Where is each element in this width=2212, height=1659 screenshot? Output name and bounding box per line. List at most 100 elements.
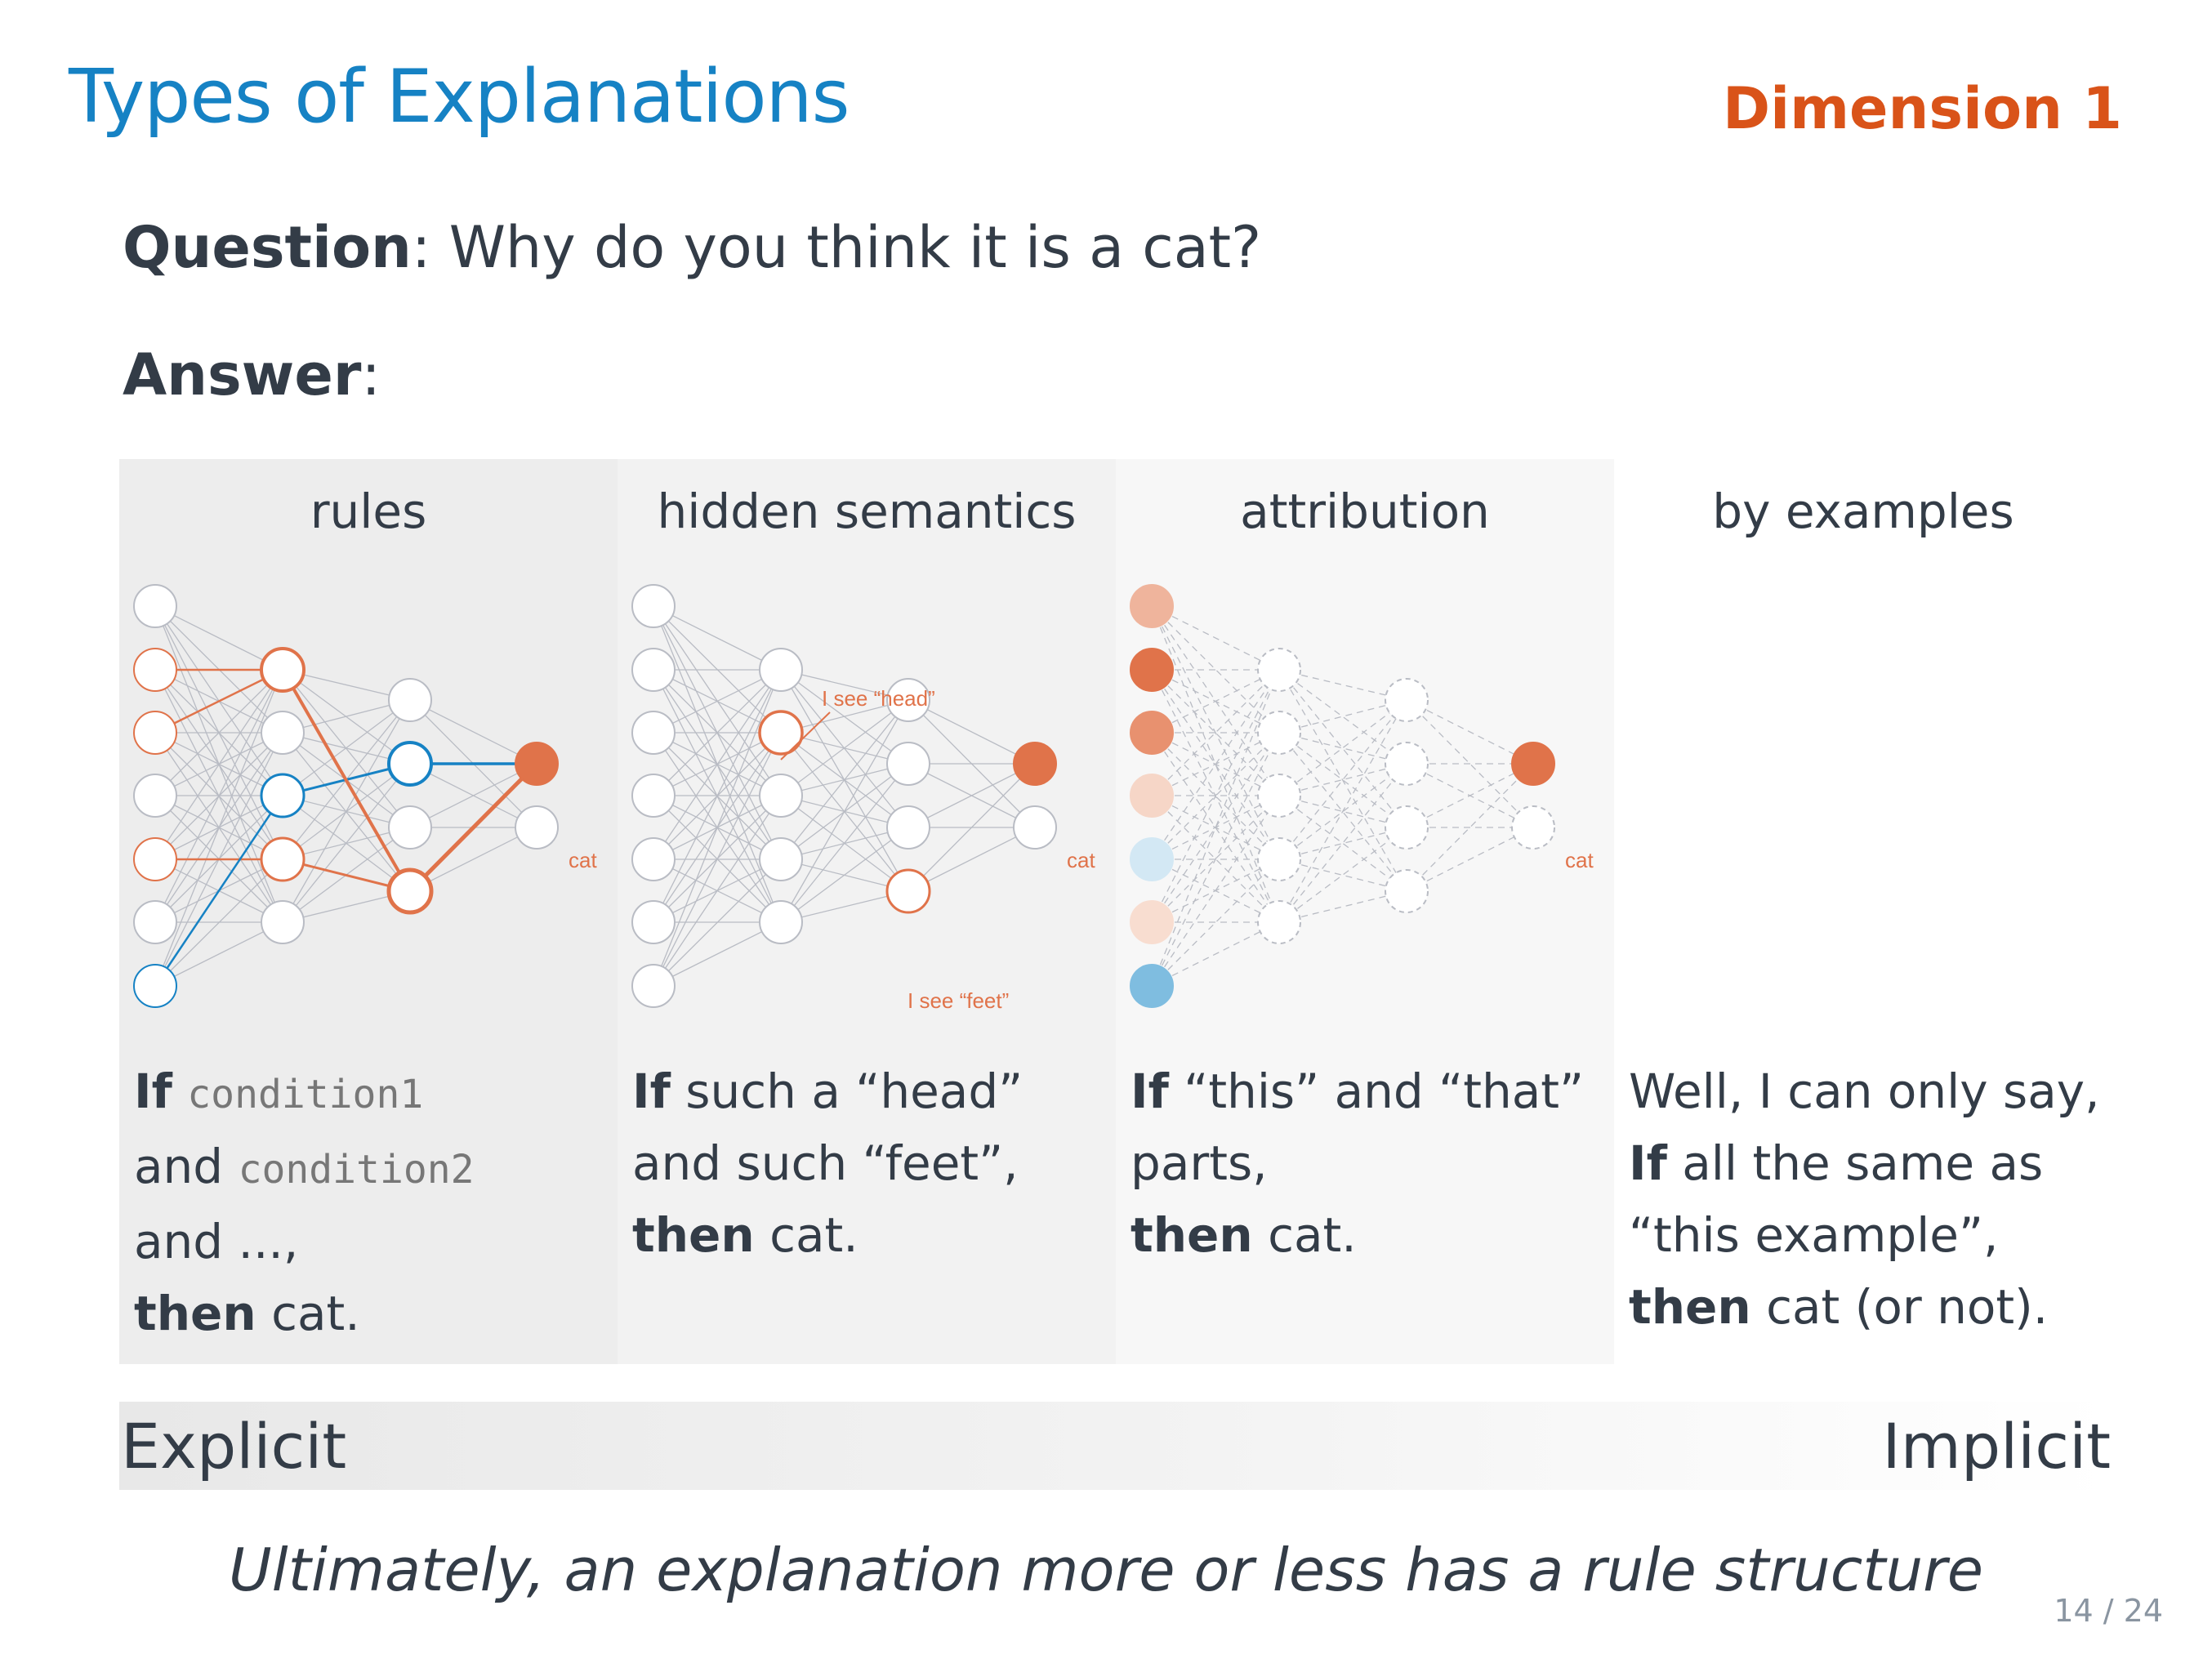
output-label: cat bbox=[569, 848, 597, 872]
network-edge bbox=[1278, 890, 1407, 923]
panel-heading: hidden semantics bbox=[657, 484, 1077, 539]
network-edge bbox=[1151, 669, 1280, 860]
network-edge bbox=[1278, 827, 1407, 923]
text-tail: cat (or not). bbox=[1766, 1279, 2049, 1335]
answer-line: Answer: bbox=[123, 341, 381, 408]
dimension-label: Dimension 1 bbox=[1722, 75, 2122, 142]
network-edge bbox=[1151, 858, 1280, 987]
network-edge bbox=[1151, 669, 1280, 734]
network-edge bbox=[653, 669, 782, 860]
network-node bbox=[133, 648, 177, 692]
panel-by-examples-text: Well, I can only say, If all the same as… bbox=[1629, 1055, 2111, 1343]
highlighted-edge bbox=[154, 795, 284, 987]
network-node bbox=[758, 710, 804, 756]
network-edge bbox=[1151, 921, 1280, 987]
network-edge bbox=[154, 858, 283, 987]
network-edge bbox=[1151, 732, 1280, 923]
network-node bbox=[133, 900, 177, 944]
network-node bbox=[1257, 711, 1301, 755]
text-tail: cat. bbox=[769, 1207, 858, 1263]
network-node bbox=[1130, 584, 1174, 628]
network-edge bbox=[653, 732, 782, 987]
network-edge bbox=[1151, 795, 1280, 923]
hidden-semantics-network-diagram: I see “head” I see “feet” cat bbox=[631, 584, 1095, 1013]
panel-heading: by examples bbox=[1712, 484, 2014, 539]
network-edge bbox=[1151, 795, 1280, 860]
network-edge bbox=[154, 921, 283, 987]
question-line: Question: Why do you think it is a cat? bbox=[123, 214, 1261, 281]
network-node bbox=[631, 900, 676, 944]
network-edge bbox=[653, 669, 782, 796]
text-line: parts, bbox=[1131, 1135, 1268, 1191]
network-node bbox=[886, 805, 930, 850]
text-line: “this example”, bbox=[1629, 1207, 1999, 1263]
then-keyword: then bbox=[134, 1286, 256, 1341]
network-edge bbox=[1151, 795, 1280, 987]
network-node bbox=[1130, 711, 1174, 755]
if-keyword: If bbox=[1629, 1135, 1667, 1191]
network-node bbox=[1257, 900, 1301, 944]
network-node bbox=[631, 837, 676, 881]
panel-by-examples: by examples Well, I can only say, If all… bbox=[1614, 459, 2112, 1364]
network-node bbox=[631, 964, 676, 1008]
network-node bbox=[515, 742, 559, 786]
panel-heading: rules bbox=[310, 484, 427, 539]
network-edge bbox=[1278, 732, 1407, 828]
network-node bbox=[759, 837, 803, 881]
network-edge bbox=[282, 763, 411, 923]
attribution-network-diagram: cat bbox=[1130, 584, 1594, 1008]
slide-title: Types of Explanations bbox=[69, 54, 850, 140]
network-edge bbox=[780, 699, 909, 923]
network-edge bbox=[1278, 732, 1407, 765]
network-node bbox=[759, 900, 803, 944]
text-tail: cat. bbox=[271, 1286, 360, 1341]
network-edge bbox=[1278, 763, 1407, 860]
network-edge bbox=[780, 827, 909, 923]
network-edge bbox=[154, 669, 283, 796]
network-edge bbox=[653, 669, 782, 734]
network-node bbox=[1013, 742, 1057, 786]
output-label: cat bbox=[1565, 848, 1594, 872]
network-edge bbox=[1151, 732, 1280, 987]
if-keyword: If bbox=[134, 1064, 172, 1119]
network-edge bbox=[908, 699, 1036, 765]
text-line: all the same as bbox=[1682, 1135, 2044, 1191]
panel-hidden-semantics: hidden semantics I see “head” I see “fee… bbox=[618, 459, 1116, 1364]
network-edge bbox=[1278, 699, 1407, 796]
text-line: such a “head” bbox=[685, 1064, 1023, 1119]
network-edge bbox=[653, 605, 782, 671]
network-edge bbox=[1151, 669, 1280, 796]
question-text: : Why do you think it is a cat? bbox=[411, 214, 1262, 281]
network-node bbox=[1257, 648, 1301, 692]
text-line: Well, I can only say, bbox=[1629, 1064, 2100, 1119]
network-edge bbox=[1151, 732, 1280, 860]
network-edge bbox=[653, 858, 782, 987]
answer-text: : bbox=[361, 341, 381, 408]
network-edge bbox=[780, 699, 909, 796]
rules-network-diagram: cat bbox=[133, 584, 597, 1008]
network-node bbox=[1385, 869, 1429, 913]
network-node bbox=[759, 774, 803, 818]
network-node bbox=[388, 678, 432, 722]
highlighted-edge bbox=[281, 669, 412, 892]
network-node bbox=[260, 773, 305, 818]
network-node bbox=[386, 867, 434, 915]
then-keyword: then bbox=[1629, 1279, 1751, 1335]
network-node bbox=[260, 836, 305, 882]
panel-attribution-text: If “this” and “that” parts, then cat. bbox=[1131, 1055, 1612, 1271]
network-node bbox=[261, 900, 305, 944]
panel-attribution: attribution cat If “this” and “that” par… bbox=[1116, 459, 1614, 1364]
network-edge bbox=[1278, 699, 1407, 923]
conclusion-text: Ultimately, an explanation more or less … bbox=[228, 1536, 1984, 1604]
network-edge bbox=[154, 669, 283, 860]
network-node bbox=[133, 964, 177, 1008]
network-node bbox=[886, 742, 930, 786]
network-edge bbox=[653, 669, 782, 923]
network-node bbox=[1511, 742, 1555, 786]
network-edge bbox=[1151, 605, 1280, 734]
network-edge bbox=[1278, 669, 1407, 765]
network-edge bbox=[409, 699, 537, 765]
network-node bbox=[1130, 837, 1174, 881]
network-edge bbox=[1406, 699, 1534, 765]
network-node bbox=[1130, 648, 1174, 692]
